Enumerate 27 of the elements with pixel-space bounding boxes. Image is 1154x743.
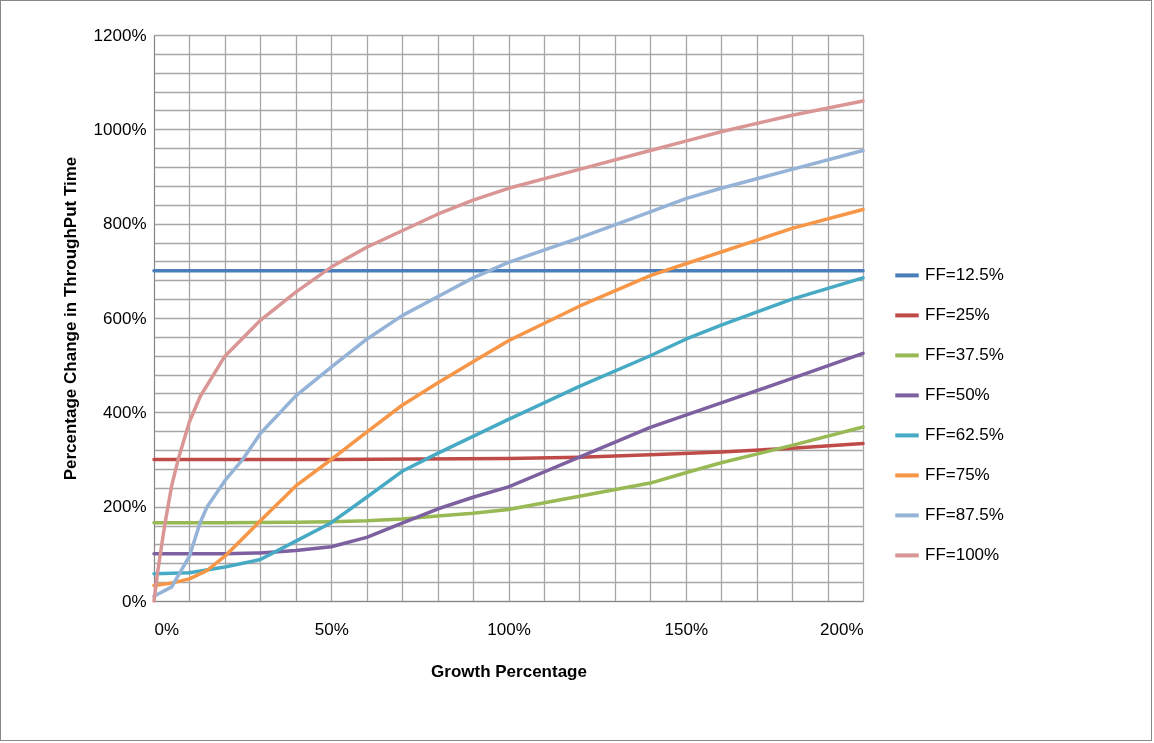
y-axis-title: Percentage Change in ThroughPut Time bbox=[60, 156, 80, 481]
y-tick-label: 0% bbox=[121, 591, 147, 611]
y-tick-label: 1000% bbox=[93, 119, 147, 139]
legend-label: FF=87.5% bbox=[925, 505, 1004, 525]
legend-label: FF=12.5% bbox=[925, 265, 1004, 285]
y-tick-label: 800% bbox=[103, 214, 147, 234]
line-series bbox=[152, 276, 865, 576]
line-series bbox=[152, 207, 865, 588]
y-tick-label: 1200% bbox=[93, 25, 147, 45]
legend-label: FF=100% bbox=[925, 545, 1000, 565]
legend-label: FF=75% bbox=[925, 465, 990, 485]
line-series bbox=[152, 425, 865, 525]
legend-label: FF=50% bbox=[925, 385, 990, 405]
legend-label: FF=37.5% bbox=[925, 345, 1004, 365]
legend-label: FF=62.5% bbox=[925, 425, 1004, 445]
line-series bbox=[152, 351, 865, 556]
legend-label: FF=25% bbox=[925, 305, 990, 325]
y-tick-label: 400% bbox=[103, 402, 147, 422]
x-tick-label: 0% bbox=[154, 619, 180, 639]
x-tick-label: 50% bbox=[314, 619, 349, 639]
x-tick-label: 100% bbox=[487, 619, 531, 639]
line-series bbox=[152, 441, 865, 462]
y-tick-label: 600% bbox=[103, 308, 147, 328]
x-tick-label: 200% bbox=[820, 619, 864, 639]
x-tick-label: 150% bbox=[664, 619, 708, 639]
x-axis-title: Growth Percentage bbox=[431, 661, 587, 681]
y-tick-label: 200% bbox=[103, 497, 147, 517]
